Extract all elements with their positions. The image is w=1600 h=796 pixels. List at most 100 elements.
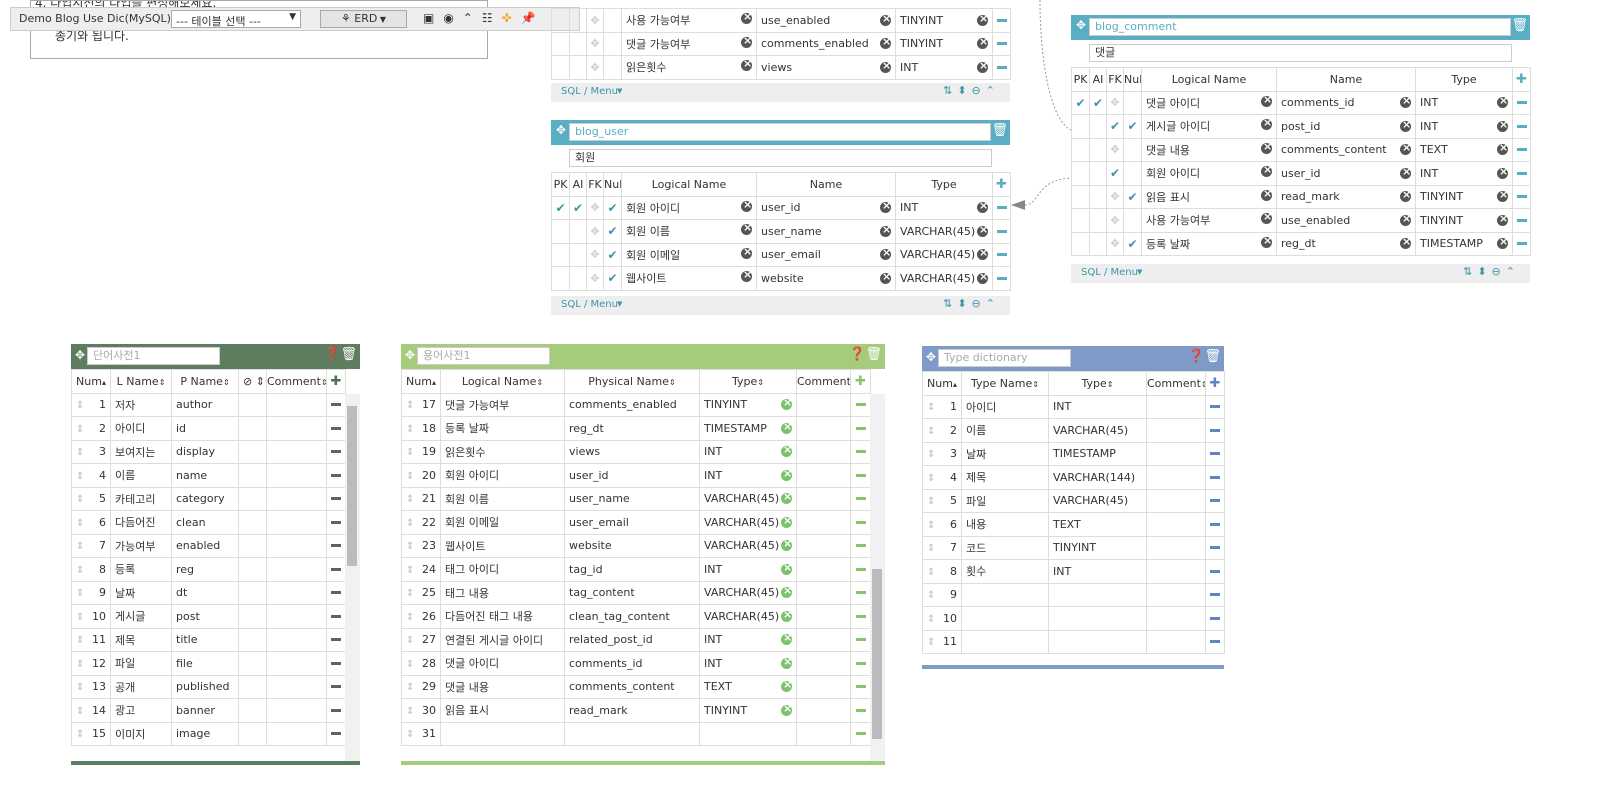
move-handle[interactable]: ✥ bbox=[1076, 18, 1087, 32]
action-cell[interactable] bbox=[1512, 208, 1531, 233]
action-cell[interactable] bbox=[992, 219, 1011, 244]
action-cell[interactable] bbox=[326, 463, 346, 488]
action-cell[interactable] bbox=[1205, 535, 1225, 560]
action-cell[interactable] bbox=[850, 557, 871, 582]
footer-icons[interactable]: ⇅⬍⊖⌃ bbox=[1463, 265, 1520, 278]
add-cell[interactable] bbox=[850, 369, 871, 394]
column-header[interactable]: Comment⇕ bbox=[1146, 371, 1206, 396]
column-header[interactable]: Num▴ bbox=[71, 369, 111, 394]
action-cell[interactable] bbox=[1512, 90, 1531, 115]
add-cell[interactable] bbox=[1205, 371, 1225, 396]
dict-title[interactable]: Type dictionary bbox=[938, 349, 1071, 367]
action-cell[interactable] bbox=[326, 627, 346, 652]
action-cell[interactable] bbox=[850, 698, 871, 723]
action-cell[interactable] bbox=[326, 698, 346, 723]
action-cell[interactable] bbox=[326, 721, 346, 746]
action-cell[interactable] bbox=[850, 651, 871, 676]
move-handle[interactable]: ✥ bbox=[926, 350, 937, 364]
action-cell[interactable] bbox=[992, 242, 1011, 267]
add-cell[interactable] bbox=[1512, 67, 1531, 92]
action-cell[interactable] bbox=[326, 557, 346, 582]
move-handle[interactable]: ✥ bbox=[405, 348, 416, 362]
column-header[interactable]: Type⇕ bbox=[699, 369, 797, 394]
action-cell[interactable] bbox=[850, 486, 871, 511]
sql-menu[interactable]: SQL / Menu bbox=[1081, 267, 1138, 278]
action-cell[interactable] bbox=[1205, 582, 1225, 607]
move-handle[interactable]: ✥ bbox=[75, 348, 86, 362]
action-cell[interactable] bbox=[850, 510, 871, 535]
action-cell[interactable] bbox=[1205, 488, 1225, 513]
action-cell[interactable] bbox=[326, 580, 346, 605]
action-cell[interactable] bbox=[1512, 137, 1531, 162]
action-cell[interactable] bbox=[850, 627, 871, 652]
action-cell[interactable] bbox=[992, 8, 1011, 33]
action-cell[interactable] bbox=[1205, 418, 1225, 443]
project-name[interactable]: Demo Blog Use Dic(MySQL) bbox=[19, 12, 171, 25]
action-cell[interactable] bbox=[326, 674, 346, 699]
footer-icons[interactable]: ⇅⬍⊖⌃ bbox=[943, 296, 1000, 310]
action-cell[interactable] bbox=[1205, 441, 1225, 466]
action-cell[interactable] bbox=[850, 674, 871, 699]
action-cell[interactable] bbox=[1512, 184, 1531, 209]
action-cell[interactable] bbox=[326, 416, 346, 441]
action-cell[interactable] bbox=[326, 439, 346, 464]
action-cell[interactable] bbox=[1205, 394, 1225, 419]
action-cell[interactable] bbox=[850, 416, 871, 441]
tool-icons[interactable]: ▣◉⌃☷✜📌 bbox=[423, 11, 545, 25]
action-cell[interactable] bbox=[850, 439, 871, 464]
action-cell[interactable] bbox=[1205, 629, 1225, 654]
action-cell[interactable] bbox=[992, 31, 1011, 56]
action-cell[interactable] bbox=[1205, 465, 1225, 490]
action-cell[interactable] bbox=[326, 486, 346, 511]
dict-title[interactable]: 용어사전1 bbox=[417, 347, 550, 365]
column-header[interactable]: Logical Name⇕ bbox=[440, 369, 565, 394]
move-handle[interactable]: ✥ bbox=[556, 123, 567, 137]
action-cell[interactable] bbox=[326, 604, 346, 629]
action-cell[interactable] bbox=[1512, 114, 1531, 139]
column-header[interactable]: Type Name⇕ bbox=[961, 371, 1049, 396]
action-cell[interactable] bbox=[992, 55, 1011, 80]
action-cell[interactable] bbox=[850, 721, 871, 746]
action-cell[interactable] bbox=[850, 604, 871, 629]
footer-icons[interactable]: ⇅⬍⊖⌃ bbox=[943, 83, 1000, 97]
action-cell[interactable] bbox=[1512, 231, 1531, 256]
add-cell[interactable] bbox=[326, 369, 346, 394]
action-cell[interactable] bbox=[326, 533, 346, 558]
column-header[interactable]: Physical Name⇕ bbox=[564, 369, 700, 394]
action-cell[interactable] bbox=[850, 533, 871, 558]
column-header[interactable]: P Name⇕ bbox=[171, 369, 239, 394]
dict-icons[interactable]: ❓🗑 bbox=[1188, 349, 1221, 364]
erd-button[interactable]: ⚘ ERD ▼ bbox=[320, 10, 407, 28]
action-cell[interactable] bbox=[1205, 606, 1225, 631]
column-header[interactable]: Comment⇕ bbox=[796, 369, 851, 394]
action-cell[interactable] bbox=[326, 392, 346, 417]
table-name[interactable]: blog_comment bbox=[1089, 18, 1511, 36]
action-cell[interactable] bbox=[326, 510, 346, 535]
dict-icons[interactable]: ❓🗑 bbox=[324, 347, 357, 362]
column-header[interactable]: Type⇕ bbox=[1048, 371, 1147, 396]
sql-menu[interactable]: SQL / Menu bbox=[561, 298, 618, 310]
action-cell[interactable] bbox=[1205, 512, 1225, 537]
column-header[interactable]: L Name⇕ bbox=[110, 369, 172, 394]
action-cell[interactable] bbox=[850, 463, 871, 488]
dict-title[interactable]: 단어사전1 bbox=[87, 347, 220, 365]
table-comment[interactable]: 댓글 bbox=[1089, 44, 1512, 62]
column-header[interactable]: Num▴ bbox=[922, 371, 962, 396]
table-comment[interactable]: 회원 bbox=[569, 149, 992, 167]
action-cell[interactable] bbox=[992, 266, 1011, 291]
action-cell[interactable] bbox=[850, 392, 871, 417]
add-cell[interactable] bbox=[992, 172, 1011, 197]
delete-icon[interactable]: 🗑 bbox=[991, 123, 1008, 138]
dict-icons[interactable]: ❓🗑 bbox=[849, 347, 882, 362]
delete-icon[interactable]: 🗑 bbox=[1511, 18, 1528, 33]
sql-menu[interactable]: SQL / Menu bbox=[561, 85, 618, 97]
action-cell[interactable] bbox=[326, 651, 346, 676]
column-header[interactable]: Comment⇕ bbox=[266, 369, 327, 394]
column-header[interactable]: Num▴ bbox=[401, 369, 441, 394]
table-name[interactable]: blog_user bbox=[569, 123, 991, 141]
action-cell[interactable] bbox=[850, 580, 871, 605]
action-cell[interactable] bbox=[992, 195, 1011, 220]
action-cell[interactable] bbox=[1205, 559, 1225, 584]
table-select[interactable]: --- 테이블 선택 --- ▼ bbox=[171, 10, 301, 28]
action-cell[interactable] bbox=[1512, 161, 1531, 186]
